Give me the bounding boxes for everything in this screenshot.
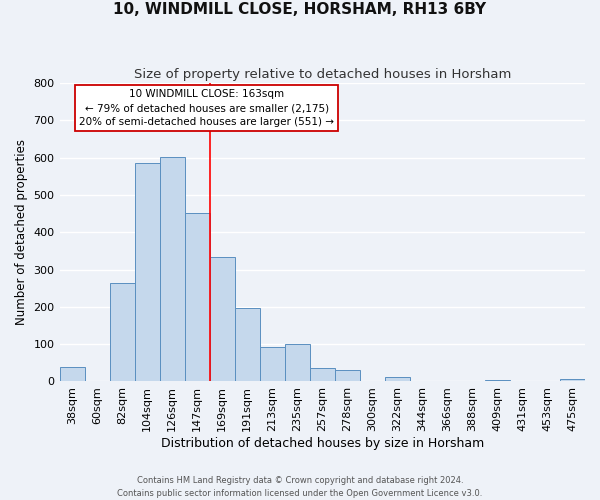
Bar — [335, 370, 360, 382]
Bar — [235, 308, 260, 382]
Bar — [59, 368, 85, 382]
Bar — [160, 157, 185, 382]
Bar — [560, 379, 585, 382]
Text: 10, WINDMILL CLOSE, HORSHAM, RH13 6BY: 10, WINDMILL CLOSE, HORSHAM, RH13 6BY — [113, 2, 487, 18]
Bar — [185, 213, 209, 382]
Bar — [260, 347, 285, 382]
Y-axis label: Number of detached properties: Number of detached properties — [15, 140, 28, 326]
Bar — [385, 377, 410, 382]
Bar — [134, 164, 160, 382]
Bar — [209, 257, 235, 382]
Bar — [110, 282, 134, 382]
Bar — [285, 344, 310, 382]
Title: Size of property relative to detached houses in Horsham: Size of property relative to detached ho… — [134, 68, 511, 80]
Text: 10 WINDMILL CLOSE: 163sqm
← 79% of detached houses are smaller (2,175)
20% of se: 10 WINDMILL CLOSE: 163sqm ← 79% of detac… — [79, 89, 334, 127]
Bar — [310, 368, 335, 382]
X-axis label: Distribution of detached houses by size in Horsham: Distribution of detached houses by size … — [161, 437, 484, 450]
Bar — [485, 380, 510, 382]
Text: Contains HM Land Registry data © Crown copyright and database right 2024.
Contai: Contains HM Land Registry data © Crown c… — [118, 476, 482, 498]
